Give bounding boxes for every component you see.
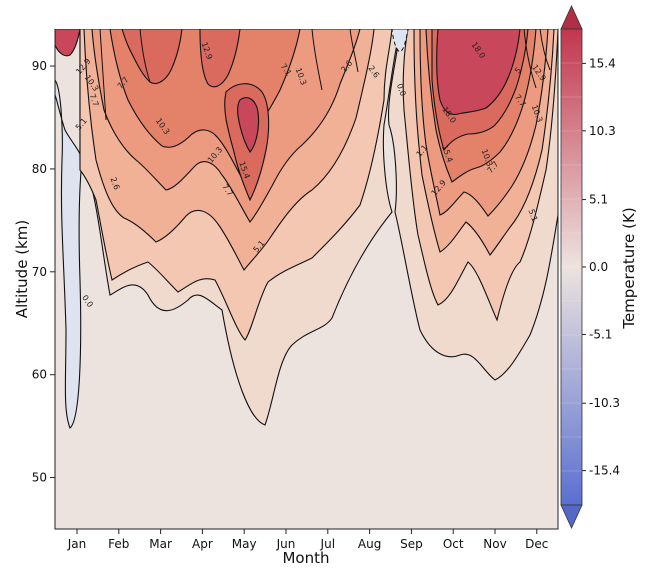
x-tick-label-jan: Jan <box>67 537 87 551</box>
colorbar-tick-label: -10.3 <box>589 396 620 410</box>
contour-label: 0.0 <box>395 82 408 97</box>
contour-negative-spike <box>391 29 409 53</box>
x-tick-label-dec: Dec <box>525 537 548 551</box>
x-tick-label-feb: Feb <box>108 537 129 551</box>
contour-fill-18.0 <box>55 29 521 153</box>
contour-label: 5 <box>513 66 523 76</box>
colorbar-tick-label: 15.4 <box>589 56 616 70</box>
y-tick-label: 70 <box>32 265 47 279</box>
x-tick-label-oct: Oct <box>443 537 464 551</box>
y-tick-label: 60 <box>32 368 47 382</box>
colorbar-tick-label: -5.1 <box>589 327 612 341</box>
x-tick-label-jul: Jul <box>320 537 335 551</box>
contour-label: 7.7 <box>88 93 101 108</box>
y-axis-title: Altitude (km) <box>13 220 31 318</box>
x-axis-title: Month <box>282 549 329 567</box>
colorbar-tick-label: 10.3 <box>589 124 616 138</box>
y-axis: 50 60 70 80 90 <box>32 59 55 485</box>
colorbar-title: Temperature (K) <box>620 207 638 329</box>
x-tick-label-jun: Jun <box>276 537 296 551</box>
colorbar-ticks: 15.4 10.3 5.1 0.0 -5.1 -10.3 -15.4 <box>582 56 620 478</box>
x-axis: Jan Feb Mar Apr May Jun Jul Aug Sep Oct Nov Dec <box>67 529 548 551</box>
contour-field: 12.910.37.75.10.02.67.710.312.910.37.715… <box>55 29 558 429</box>
x-tick-label-may: May <box>232 537 257 551</box>
contour-label: 2.6 <box>108 176 121 191</box>
x-tick-label-mar: Mar <box>149 537 172 551</box>
contour-fill-negative <box>55 79 83 429</box>
x-tick-label-nov: Nov <box>483 537 506 551</box>
y-tick-label: 50 <box>32 471 47 485</box>
contour-extra-lines <box>99 29 551 121</box>
plot-top-gap <box>55 5 558 29</box>
x-tick-label-aug: Aug <box>358 537 381 551</box>
y-tick-label: 90 <box>32 59 47 73</box>
colorbar-tick-label: -15.4 <box>589 464 620 478</box>
contour-fill-15.4 <box>121 29 529 202</box>
y-tick-label: 80 <box>32 162 47 176</box>
colorbar-extend-low <box>560 504 583 529</box>
colorbar-bands <box>561 62 582 472</box>
x-tick-label-apr: Apr <box>192 537 213 551</box>
colorbar-tick-label: 0.0 <box>589 260 608 274</box>
colorbar: 15.4 10.3 5.1 0.0 -5.1 -10.3 -15.4 Temperature… <box>560 5 638 529</box>
colorbar-tick-label: 5.1 <box>589 193 608 207</box>
x-tick-label-sep: Sep <box>400 537 423 551</box>
colorbar-extend-high <box>560 5 583 30</box>
contour-label: 5.1 <box>526 208 539 223</box>
